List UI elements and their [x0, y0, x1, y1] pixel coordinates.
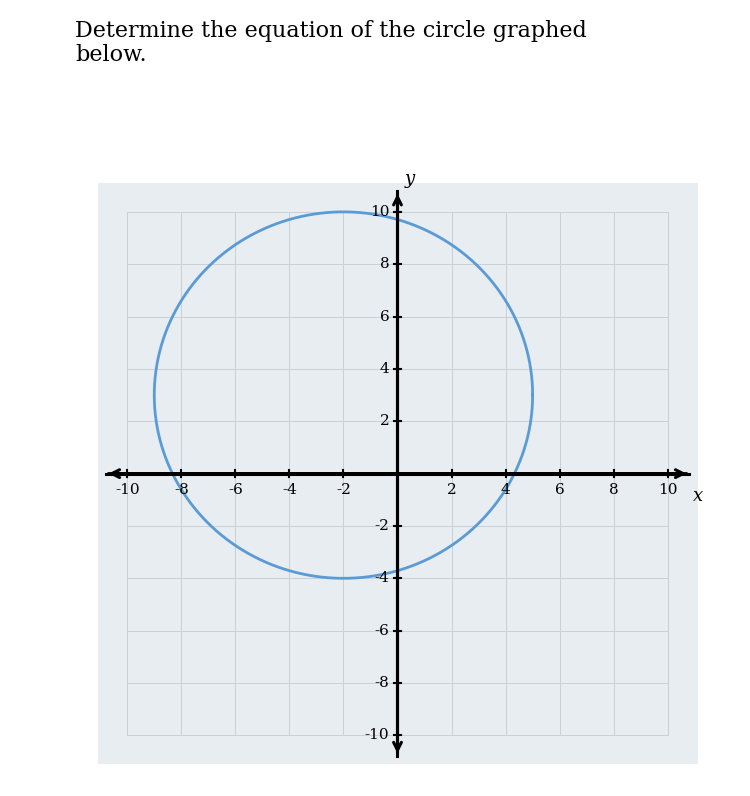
Text: 2: 2	[447, 483, 457, 497]
Text: -10: -10	[115, 483, 140, 497]
Text: 8: 8	[609, 483, 619, 497]
Text: 6: 6	[555, 483, 565, 497]
Text: -10: -10	[364, 728, 389, 743]
Text: 2: 2	[380, 414, 389, 428]
Text: -6: -6	[228, 483, 243, 497]
Text: 4: 4	[380, 362, 389, 376]
Text: Determine the equation of the circle graphed: Determine the equation of the circle gra…	[75, 20, 586, 42]
Text: -2: -2	[336, 483, 351, 497]
Text: x: x	[694, 486, 703, 505]
Text: 10: 10	[370, 205, 389, 219]
Text: 6: 6	[380, 310, 389, 323]
Text: -6: -6	[374, 624, 389, 638]
Text: y: y	[404, 170, 415, 189]
Text: 10: 10	[658, 483, 677, 497]
Text: -2: -2	[374, 519, 389, 533]
Text: -4: -4	[282, 483, 297, 497]
Text: 4: 4	[501, 483, 511, 497]
Text: 8: 8	[380, 257, 389, 271]
Text: below.: below.	[75, 44, 147, 66]
Text: -4: -4	[374, 572, 389, 585]
Text: -8: -8	[375, 676, 389, 690]
Text: -8: -8	[174, 483, 189, 497]
